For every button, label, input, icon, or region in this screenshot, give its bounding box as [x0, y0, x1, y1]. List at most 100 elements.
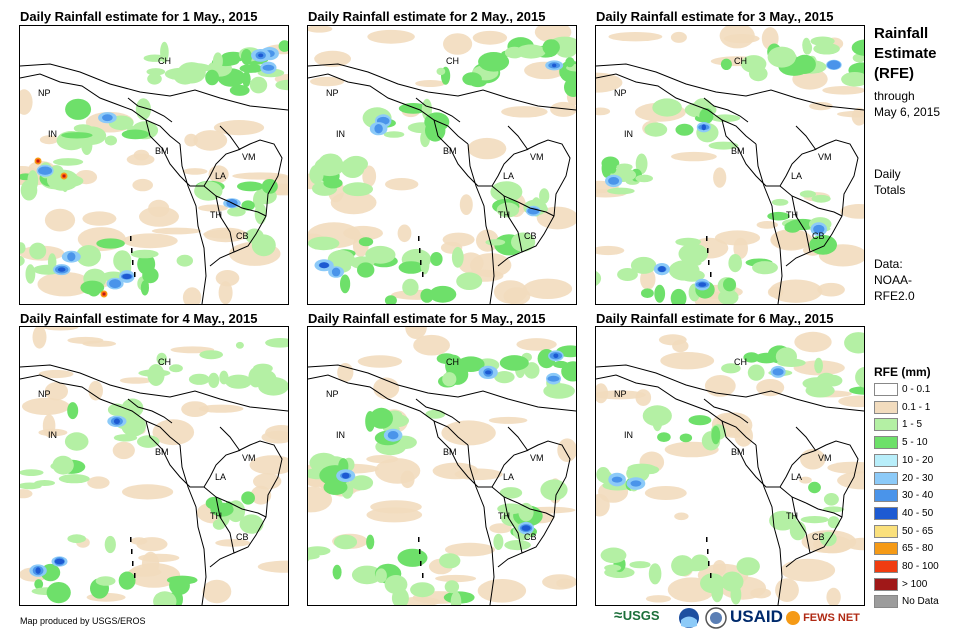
rain-patch [809, 102, 833, 111]
rain-patch [20, 489, 33, 499]
rain-patch [225, 374, 252, 389]
country-border [203, 139, 283, 253]
rain-patch [645, 595, 672, 603]
rain-patch [383, 131, 405, 138]
legend-item: > 100 [874, 577, 927, 592]
rain-patch [542, 39, 560, 56]
island [418, 537, 420, 542]
rain-patch [309, 164, 324, 185]
legend-swatch [874, 383, 898, 396]
rain-patch [442, 372, 457, 387]
legend-label: 1 - 5 [902, 419, 923, 431]
country-border [209, 195, 235, 267]
rain-core [547, 375, 560, 382]
rain-patch [193, 130, 228, 151]
rain-patch [550, 101, 576, 117]
legend-item: 0 - 0.1 [874, 383, 930, 397]
island [706, 236, 708, 241]
rain-patch [713, 167, 727, 188]
rain-patch [384, 295, 397, 304]
rain-patch [617, 268, 638, 281]
rain-patch [771, 198, 789, 206]
rain-patch [210, 502, 234, 517]
rain-patch [554, 38, 576, 58]
rain-patch [39, 135, 59, 145]
rain-patch [504, 540, 531, 551]
rain-patch [635, 174, 653, 183]
rain-core [109, 279, 122, 289]
rain-patch [357, 262, 375, 278]
island [422, 573, 424, 578]
rain-patch [823, 506, 845, 513]
map-canvas [596, 331, 864, 605]
rain-patch [104, 535, 116, 554]
country-label: LA [215, 472, 227, 482]
rain-patch [596, 383, 609, 404]
legend-item: 30 - 40 [874, 489, 933, 503]
rain-patch [391, 587, 409, 605]
rain-patch [817, 282, 845, 297]
country-border [491, 440, 571, 554]
country-label: BM [731, 146, 745, 156]
rain-core [342, 472, 350, 479]
rain-patch [800, 516, 829, 524]
country-border [497, 496, 523, 568]
rain-patch [385, 178, 419, 191]
rain-patch [794, 331, 832, 353]
rain-patch [523, 278, 573, 299]
rain-patch [194, 181, 223, 201]
rain-patch [630, 256, 657, 274]
rainfall-map-panel: CH NP IN BM LA VM TH CB [19, 326, 289, 606]
country-label: LA [503, 171, 515, 181]
rain-patch [499, 487, 523, 499]
country-label: BM [443, 447, 457, 457]
rain-patch [459, 194, 473, 216]
rain-patch [516, 338, 557, 351]
rain-patch [600, 547, 627, 564]
rain-patch [714, 230, 761, 246]
rain-patch [652, 98, 682, 117]
rain-patch [308, 26, 333, 33]
rain-patch [232, 172, 288, 180]
rain-patch [819, 531, 837, 547]
rain-patch [242, 71, 251, 87]
rain-patch [629, 561, 651, 569]
rain-patch [340, 157, 365, 178]
rain-patch [370, 500, 422, 514]
island [130, 537, 132, 542]
country-label: CB [524, 231, 537, 241]
rain-patch [20, 255, 25, 267]
rain-patch [504, 46, 524, 59]
rain-patch [770, 229, 813, 250]
rain-patch [462, 72, 482, 86]
rain-patch [202, 579, 232, 604]
island [707, 549, 709, 554]
rain-patch [323, 177, 343, 189]
legend-swatch [874, 506, 898, 520]
country-label: LA [791, 171, 803, 181]
country-border [145, 420, 231, 504]
rain-patch [126, 153, 155, 166]
rain-patch [775, 347, 797, 366]
rain-patch [357, 355, 403, 368]
rain-patch [472, 30, 508, 45]
rain-patch [104, 135, 117, 146]
rain-patch [87, 476, 110, 489]
rain-patch [32, 327, 47, 349]
rain-patch [789, 521, 807, 541]
rain-core [262, 64, 275, 71]
legend-item: 50 - 65 [874, 524, 933, 539]
rain-core [827, 60, 841, 70]
rain-patch [397, 548, 428, 567]
country-label: NP [38, 389, 51, 399]
country-border [507, 426, 529, 452]
rain-patch [596, 270, 602, 286]
map-canvas [308, 327, 576, 605]
rain-patch [208, 372, 220, 388]
country-border [20, 364, 288, 412]
rain-patch [215, 270, 240, 287]
rain-patch [826, 587, 841, 605]
legend-item: 1 - 5 [874, 418, 922, 432]
map-credit: Map produced by USGS/EROS [20, 616, 146, 626]
rain-patch [644, 486, 687, 500]
